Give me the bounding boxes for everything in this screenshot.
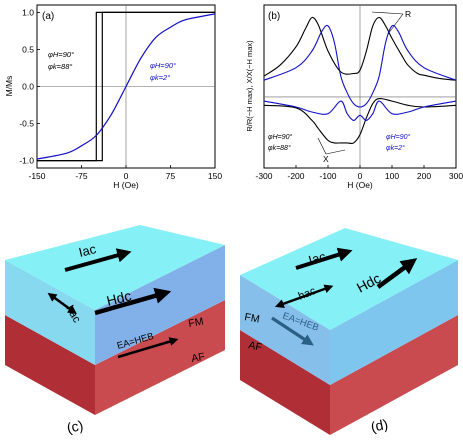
panel-a-label: (a) [42,11,54,22]
panel-c-af-left-face [5,315,95,415]
panel-d-af-label: AF [247,339,263,354]
panel-c-fm-shading [95,245,225,365]
panel-b-zero-lines [264,5,456,168]
panel-c-iac-arrow [64,248,132,272]
panel-b-ylabel: R/R(−H max), X/X(−H max) [245,40,254,132]
panel-b-annot-r: R [405,9,411,19]
panel-c-hdc-arrow [94,287,172,316]
panel-a-series-2 [36,13,216,160]
panel-c-fm-label: FM [187,316,204,330]
panel-a-ytick-label: -1.0 [19,156,34,166]
panel-b-xtick-label: -100 [319,171,336,181]
panel-a-ytick-label: 0.0 [22,82,34,92]
panel-b-legend-black-1: φH=90° [268,133,292,141]
panel-a-ytick-label: -0.5 [19,119,34,129]
panel-c-fm-top-face [5,225,225,310]
panel-a-ytick-label: 1.0 [22,7,34,17]
panel-a-xtick-label: 150 [208,171,222,181]
panel-d-iac-arrow [295,247,353,270]
panel-c-af-label: AF [190,351,205,365]
panel-d-hac-arrow [274,284,334,309]
panel-a-chart: -150 -75 0 75 150 1.0 0.5 0.0 -0.5 -1.0 (a) H (Oe… [4,4,222,190]
panel-b-xtick-label: 0 [358,171,363,181]
panel-c-hdc-label: Hdc [105,287,133,309]
panel-c-hac-arrow [47,292,77,315]
panel-a-series-1 [37,11,215,162]
panel-a-ticks: -150 -75 0 75 150 1.0 0.5 0.0 -0.5 -1.0 [19,7,222,181]
panel-a-legend-black-1: φH=90° [48,50,74,59]
panel-b-xtick-label: -200 [287,171,304,181]
panel-b-series-3 [263,100,457,121]
panel-a-xlabel: H (Oe) [113,180,139,190]
panel-b-r-pointer-2 [387,13,404,35]
panel-b-xtick-label: 100 [385,171,399,181]
panel-c-ea-arrow [117,337,179,359]
panel-b-curves [263,16,457,145]
panel-c-iac-label: Iac [77,241,98,260]
panel-d-fm-shading [240,275,330,385]
panel-b-legend-black-2: φk=88° [268,144,291,152]
panel-d-af-left-face [240,330,330,435]
panel-d-af-right-face [330,315,458,435]
panel-c-af-right-face [95,300,225,415]
panel-d-hdc-arrow [376,258,418,289]
panel-a-xtick-label: 0 [124,171,129,181]
panel-b-label: (b) [268,11,280,22]
panel-a-legend-blue-2: φk=2° [150,73,170,82]
panel-b-xtick-label: -300 [255,171,272,181]
panel-d-fm-right-face [330,260,458,385]
panel-c-fm-right-face [95,245,225,365]
panel-b-xtick-label: 300 [449,171,463,181]
panel-c-label: (c) [65,417,84,436]
panel-a-ytick-label: 0.5 [22,44,34,54]
panel-b-chart: -300 -200 -100 0 100 200 300 (b) H (Oe) R/R(−H… [245,4,463,190]
panel-d-fm-left-face [240,275,330,385]
panel-b-annot-x: X [323,154,329,164]
panel-a-xtick-label: -150 [28,171,45,181]
panel-a-xtick-label: 75 [166,171,176,181]
panel-b-x-pointer-2 [325,149,346,155]
panel-d-ea-arrow [271,316,314,346]
panel-d-fm-label: FM [243,311,260,325]
panel-b-r-pointer-1 [371,11,404,15]
panel-a-xtick-label: -75 [75,171,88,181]
panel-b-series-1 [263,97,457,145]
panel-a-ylabel: M/Ms [4,76,14,97]
panel-b-x-pointer-1 [317,137,327,155]
panel-a-curves [36,11,216,162]
panel-d-label: (d) [369,416,389,435]
panel-a-legend-black-2: φk=88° [48,62,72,71]
panel-d-iac-label: Iac [307,249,328,268]
panel-b-series-2 [263,24,457,108]
panel-c-diagram: Iac hac Hdc EA=HEB FM AF (c) [5,225,225,436]
panel-d-diagram: Iac hac Hdc EA=HEB FM AF (d) [240,228,458,435]
panel-a-legend-blue-1: φH=90° [150,61,176,70]
panel-b-legend-blue-1: φH=90° [386,133,410,141]
panel-b-ticks: -300 -200 -100 0 100 200 300 [255,165,463,181]
panel-b-series-0 [263,16,457,81]
panel-b-legend-blue-2: φk=2° [386,144,405,152]
panel-b-xlabel: H (Oe) [347,180,373,190]
panel-b-xtick-label: 200 [417,171,431,181]
